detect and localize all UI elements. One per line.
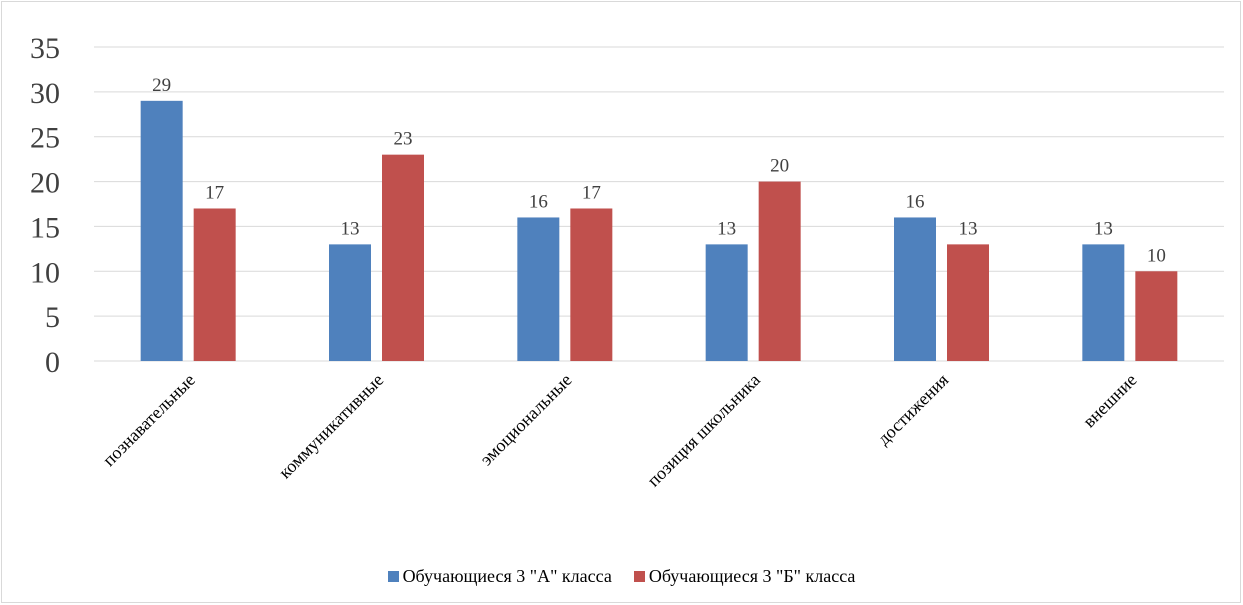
y-tick-label: 30: [30, 77, 60, 110]
bar-b: [947, 244, 989, 361]
bar-a: [1082, 244, 1125, 361]
y-tick-label: 15: [30, 211, 60, 244]
legend-swatch-series-a: [387, 571, 399, 582]
data-label: 10: [1147, 245, 1166, 266]
data-label: 13: [341, 218, 360, 239]
y-tick-label: 20: [30, 167, 60, 200]
bar-b: [382, 154, 424, 361]
bar-b: [1135, 271, 1178, 361]
legend-item-series-a: Обучающиеся 3 "А" класса: [387, 566, 612, 587]
data-label: 23: [394, 129, 413, 150]
x-tick-label: коммуникативные: [275, 370, 388, 483]
bar-a: [140, 100, 183, 361]
y-tick-label: 0: [45, 346, 60, 379]
data-label: 16: [906, 191, 925, 212]
x-tick-label: внешние: [1079, 370, 1141, 432]
legend-swatch-series-b: [633, 571, 645, 582]
y-tick-label: 35: [30, 32, 60, 65]
bar-b: [758, 181, 801, 361]
data-label: 29: [152, 75, 171, 96]
x-tick-label: позиция школьника: [643, 370, 764, 491]
legend: Обучающиеся 3 "А" класса Обучающиеся 3 "…: [0, 566, 1243, 587]
legend-item-series-b: Обучающиеся 3 "Б" класса: [633, 566, 856, 587]
x-tick-label: достижения: [873, 370, 952, 449]
bar-a: [517, 217, 560, 361]
legend-label-series-a: Обучающиеся 3 "А" класса: [402, 566, 612, 586]
data-label: 17: [205, 182, 224, 203]
bar-a: [705, 244, 748, 361]
bar-a: [329, 244, 371, 361]
y-tick-label: 25: [30, 122, 60, 155]
y-tick-label: 10: [30, 256, 60, 289]
data-label: 13: [959, 218, 978, 239]
y-tick-label: 5: [45, 301, 60, 334]
legend-label-series-b: Обучающиеся 3 "Б" класса: [648, 566, 856, 586]
bar-a: [894, 217, 936, 361]
data-label: 17: [582, 182, 601, 203]
data-label: 13: [717, 218, 736, 239]
bar-b: [193, 208, 236, 361]
data-label: 13: [1094, 218, 1113, 239]
x-tick-label: эмоциональные: [476, 370, 576, 470]
data-label: 20: [770, 156, 789, 177]
data-label: 16: [529, 191, 548, 212]
x-tick-label: познавательные: [99, 370, 199, 470]
bar-b: [570, 208, 613, 361]
